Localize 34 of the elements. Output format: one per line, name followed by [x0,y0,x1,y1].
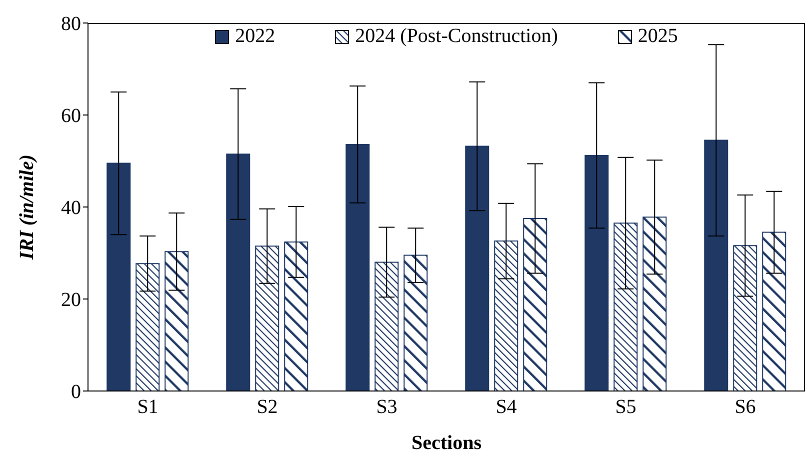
y-tick-label: 20 [61,289,81,312]
bar [404,254,428,391]
bar [584,154,609,391]
y-tick-label: 0 [71,381,81,404]
x-tick-label: S5 [615,396,636,418]
x-tick-label: S6 [734,396,756,418]
bar [523,218,548,391]
bar [642,216,667,391]
x-tick-label: S3 [376,396,398,418]
bar [465,146,490,391]
bar [136,263,160,391]
legend-label: 2024 (Post-Construction) [354,25,558,48]
bar [733,245,758,391]
bar [284,241,308,391]
bar [226,154,250,391]
y-tick-label: 40 [61,197,81,220]
bar [164,251,189,391]
x-tick-label: S1 [137,396,158,418]
y-tick-label: 80 [61,13,81,36]
x-tick-label: S2 [256,396,278,418]
bar [614,222,638,391]
bar [762,232,786,391]
y-axis-title: IRI (in/mile) [16,154,38,261]
bar [346,144,370,391]
legend-label: 2022 [234,25,276,48]
bar [494,240,518,391]
y-tick-label: 60 [61,105,81,128]
bar [106,162,131,391]
x-axis-title: Sections [412,432,482,454]
x-tick-label: S4 [496,396,517,418]
bar [704,140,728,391]
legend-label: 2025 [636,25,678,48]
bar [255,246,280,391]
bar [374,262,399,391]
